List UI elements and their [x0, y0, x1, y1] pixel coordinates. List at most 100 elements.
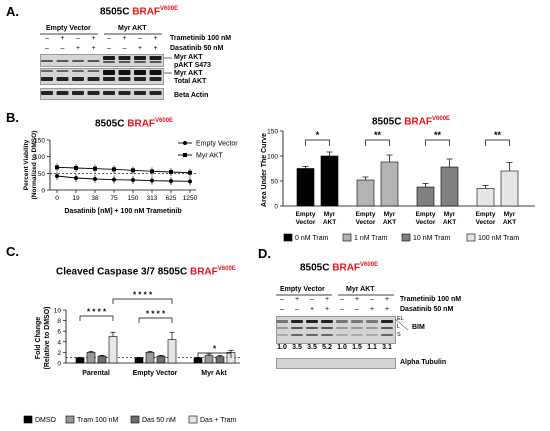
data-point [74, 166, 78, 170]
panel-d-dasatinib-label: Dasatinib 50 nM [400, 306, 454, 313]
total-akt-band [118, 77, 131, 81]
bim-s-band [321, 334, 333, 336]
braf-label: BRAF [132, 6, 161, 18]
total-akt-band [56, 70, 69, 72]
alpha-tubulin-label: Alpha Tubulin [400, 359, 447, 366]
bim-el-band [336, 320, 348, 323]
panel-d-title: 8505C BRAFV600E [300, 262, 378, 273]
significance-bracket [138, 317, 173, 323]
x-tick-label: 625 [166, 195, 177, 202]
group-label: Myr [384, 211, 396, 218]
treatment-sign: – [355, 306, 359, 313]
pakt-band [149, 56, 162, 60]
bim-s-band [291, 334, 303, 336]
panel-b-line-title: 8505C BRAFV600E [95, 118, 173, 129]
panel-b-auc-title: 8505C BRAFV600E [372, 116, 450, 127]
beta-actin-band [134, 91, 146, 95]
data-point [93, 166, 97, 171]
mutation-label: V600E [160, 6, 179, 12]
bim-l-band [351, 327, 363, 329]
legend-label: 1 nM Tram [354, 235, 388, 242]
bim-quant-value: 1.0 [277, 344, 287, 351]
series-line [56, 166, 191, 174]
y-axis-label: (Normalized to DMSO) [31, 131, 38, 200]
legend-swatch [188, 415, 198, 424]
cell-line-label: 8505C [100, 6, 130, 18]
y-tick-label: 50 [38, 171, 46, 178]
total-akt-band [41, 77, 53, 81]
pakt-band [118, 61, 131, 63]
y-axis-label: Area Under The Curve [261, 133, 268, 207]
bim-quant-value: 1.5 [352, 344, 362, 351]
x-tick-label: 0 [55, 195, 59, 202]
treatment-sign: – [107, 45, 111, 52]
total-akt-band [118, 70, 131, 75]
beta-actin-band [56, 91, 69, 95]
significance-mark: ** [434, 130, 442, 140]
cell-line-label: 8505C [372, 116, 402, 128]
total-akt-band [41, 70, 53, 72]
y-tick-label: 100 [34, 154, 45, 161]
significance-bracket [112, 298, 173, 304]
bim-s-band [366, 334, 378, 336]
treatment-sign: – [107, 35, 111, 42]
mutation-label: V600E [217, 266, 236, 272]
total-akt-band [103, 77, 115, 81]
treatment-sign: – [370, 296, 374, 303]
mutation-label: V600E [432, 116, 451, 122]
blot-pakt [40, 54, 164, 67]
y-tick-label: 150 [34, 138, 45, 145]
legend-label: 10 nM Tram [413, 235, 451, 242]
y-tick-label: 0 [57, 361, 61, 368]
treatment-sign: – [45, 45, 49, 52]
bim-l-band [336, 327, 348, 329]
treatment-sign: – [280, 306, 284, 313]
bim-l-label: L [397, 324, 401, 330]
bim-s-band [276, 334, 288, 336]
pakt-band [149, 61, 162, 63]
significance-mark: * [213, 345, 217, 354]
group-label: AKT [503, 219, 516, 226]
total-akt-band [72, 70, 84, 72]
y-axis-label: Fold Change [35, 317, 42, 359]
legend-swatch [65, 415, 75, 424]
x-tick-label: 150 [128, 195, 139, 202]
blot-total-akt [40, 68, 164, 85]
y-axis-label: (Relative to DMSO) [44, 306, 51, 369]
group-label: AKT [323, 219, 336, 226]
significance-mark: ** [494, 130, 502, 140]
panel-d-letter: D. [258, 246, 271, 261]
treatment-sign: + [324, 296, 330, 303]
group-label: Myr Akt [201, 370, 227, 377]
legend-swatch [130, 415, 140, 424]
bim-el-band [321, 320, 333, 323]
significance-mark: * * * * [87, 308, 107, 317]
legend-swatch [283, 233, 293, 242]
panel-b-letter: B. [6, 110, 19, 125]
legend-marker [183, 153, 187, 157]
pakt-band [41, 60, 53, 62]
y-tick-label: 0 [274, 204, 278, 211]
legend-marker [183, 141, 187, 145]
significance-mark: * * * * [146, 310, 166, 319]
treatment-sign: – [45, 35, 49, 42]
data-point [74, 176, 78, 180]
bim-el-band [291, 320, 303, 323]
bim-l-band [291, 327, 303, 329]
y-axis-label: Percent Viability [23, 139, 30, 190]
bim-s-band [306, 334, 318, 336]
total-akt-myr-label: Myr AKT [174, 70, 203, 77]
legend-label: Empty Vector [196, 141, 238, 148]
legend-label: DMSO [35, 417, 57, 424]
total-akt-band [87, 77, 100, 81]
treatment-sign: + [369, 306, 375, 313]
group-label: Empty [356, 211, 376, 218]
group-label: Myr [444, 211, 456, 218]
bim-s-band [336, 334, 348, 336]
pakt-s473-label: pAKT S473 [174, 62, 211, 69]
cell-line-label: 8505C [300, 262, 330, 274]
data-point [131, 168, 135, 173]
